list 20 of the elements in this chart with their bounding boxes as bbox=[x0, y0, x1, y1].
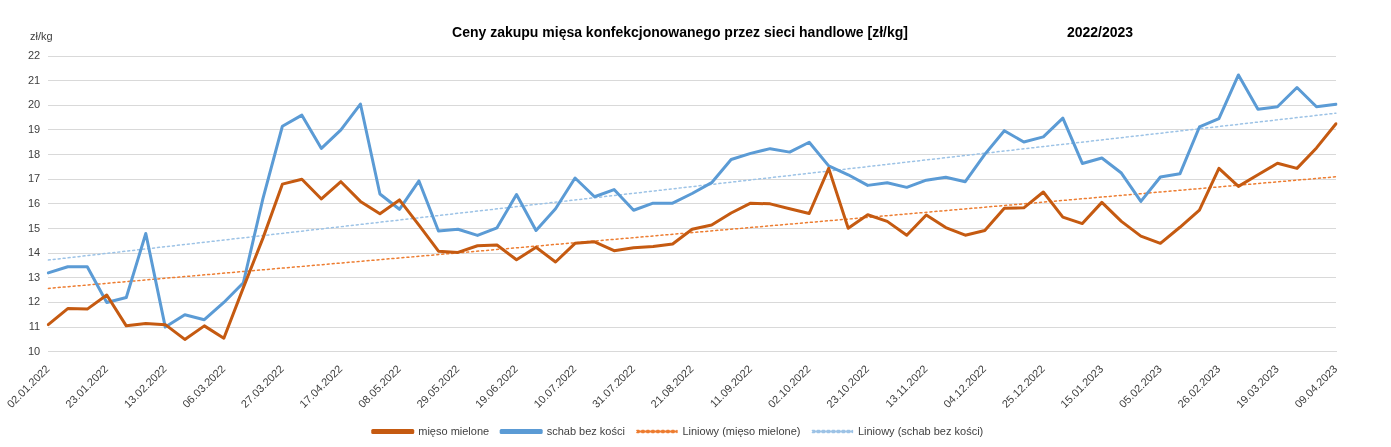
y-tick-label: 20 bbox=[27, 98, 41, 111]
legend-label: schab bez kości bbox=[546, 424, 625, 437]
y-tick-label: 13 bbox=[27, 270, 41, 283]
y-tick-label: 10 bbox=[27, 344, 41, 357]
y-tick-label: 14 bbox=[27, 246, 41, 259]
y-tick-label: 17 bbox=[27, 172, 41, 185]
y-tick-label: 21 bbox=[27, 73, 41, 86]
chart-subtitle: 2022/2023 bbox=[1065, 24, 1135, 40]
legend-label: mięso mielone bbox=[418, 424, 490, 437]
legend-label: Liniowy (schab bez kości) bbox=[857, 424, 984, 437]
y-tick-label: 15 bbox=[27, 221, 41, 234]
y-tick-label: 18 bbox=[27, 147, 41, 160]
y-tick-label: 22 bbox=[27, 49, 41, 62]
y-tick-label: 19 bbox=[27, 122, 41, 135]
y-tick-label: 12 bbox=[27, 295, 41, 308]
legend-label: Liniowy (mięso mielone) bbox=[682, 424, 801, 437]
y-tick-label: 16 bbox=[27, 196, 41, 209]
y-tick-label: 11 bbox=[28, 320, 41, 333]
chart-title: Ceny zakupu mięsa konfekcjonowanego przez sieci handlowe [zł/kg] bbox=[451, 24, 909, 40]
y-axis-title: zł/kg bbox=[30, 30, 53, 42]
